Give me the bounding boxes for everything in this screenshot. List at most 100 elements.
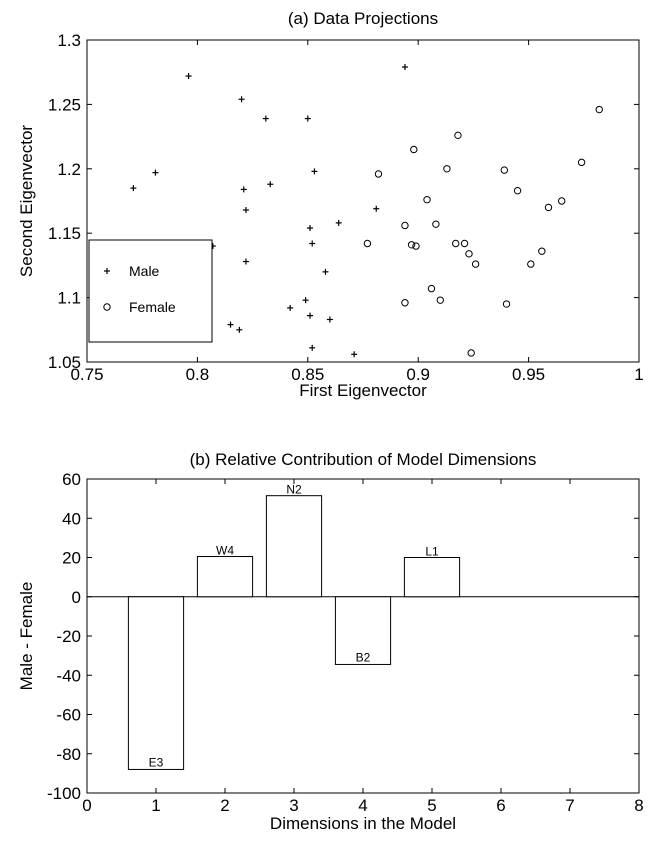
bar-x-ticks: 0 1 2 3 4 5 6 7 8 [82,479,644,815]
male-point [326,316,333,323]
male-point [307,312,314,319]
scatter-legend: Male Female [88,239,213,343]
x-tick-label: 1 [151,796,160,815]
x-tick-label: 0.95 [512,365,545,384]
male-point [267,181,274,188]
x-tick-label: 7 [565,796,574,815]
scatter-y-axis-label: Second Eigenvector [17,125,36,277]
male-point [307,225,314,232]
female-point [527,260,535,268]
male-point [130,185,137,192]
scatter-y-ticks: 1.05 1.1 1.15 1.2 1.25 1.3 [48,31,639,372]
x-tick-label: 0 [82,796,91,815]
y-tick-label: 1.3 [57,31,81,50]
male-point [351,351,358,358]
bar-l1 [403,557,461,598]
female-point [443,165,451,173]
legend-female-label: Female [129,299,176,315]
x-tick-label: 4 [358,796,367,815]
bar-label: W4 [216,544,234,558]
bar-label: N2 [286,483,302,497]
legend-box [88,239,213,343]
male-point [236,326,243,333]
x-tick-label: 1 [634,365,643,384]
female-point [544,203,553,212]
male-point [335,219,342,226]
female-point [467,349,475,357]
male-point [240,186,247,193]
y-tick-label: 40 [62,509,81,528]
y-tick-label: 1.15 [48,224,81,243]
bar-label: E3 [149,755,164,769]
male-point [287,304,294,311]
female-point [401,221,409,230]
x-tick-label: 0.9 [406,365,430,384]
y-tick-label: -100 [47,784,81,803]
female-point [374,170,383,178]
female-point [595,105,603,114]
female-point [502,300,511,308]
male-point [152,169,159,176]
female-point [410,145,418,154]
male-point [227,321,234,328]
female-point [432,220,440,228]
bar-x-axis-label: Dimensions in the Model [270,814,456,833]
male-point [304,115,311,122]
y-tick-label: 1.1 [57,289,81,308]
x-tick-label: 5 [427,796,436,815]
x-tick-label: 3 [289,796,298,815]
female-point [436,296,444,304]
y-tick-label: 60 [62,470,81,489]
bar-b2 [334,596,392,665]
bar-chart: (b) Relative Contribution of Model Dimen… [17,450,644,833]
female-point [460,239,469,248]
female-point [427,284,436,293]
y-tick-label: -20 [56,627,81,646]
bar-n2 [265,495,323,598]
bar-e3 [127,596,185,770]
male-point [373,205,380,212]
y-tick-label: 1.25 [48,95,81,114]
legend-male-marker [104,268,110,274]
female-point [465,250,473,258]
male-point [238,96,245,103]
y-tick-label: -40 [56,666,81,685]
x-tick-label: 0.75 [70,365,103,384]
female-point [423,196,431,204]
female-point [471,260,480,268]
y-tick-label: 20 [62,549,81,568]
y-tick-label: 1.05 [48,353,81,372]
x-tick-label: 0.85 [291,365,324,384]
female-point [454,131,462,140]
male-point [322,268,329,275]
male-point [242,207,249,214]
bar-y-ticks: 60 40 20 0 -20 -40 -60 -80 -100 [47,470,639,803]
scatter-x-axis-label: First Eigenvector [299,381,427,400]
bar-label: B2 [356,650,371,664]
male-point [401,64,408,71]
bars: E3 W4 N2 B2 L1 [127,483,461,770]
male-point [309,344,316,351]
x-tick-label: 8 [634,796,643,815]
female-point [500,166,509,174]
female-point [538,247,546,255]
male-point [262,115,269,122]
legend-female-marker [103,303,111,311]
bar-w4 [196,556,254,598]
scatter-x-ticks: 0.75 0.8 0.85 0.9 0.95 1 [70,40,644,384]
scatter-title: (a) Data Projections [288,9,438,28]
y-tick-label: -60 [56,706,81,725]
female-point [577,158,586,167]
x-tick-label: 2 [220,796,229,815]
female-point [412,242,420,250]
female-point [407,241,416,249]
y-tick-label: 0 [72,588,81,607]
female-point [401,299,409,307]
scatter-chart: (a) Data Projections 0.75 0.8 0.85 0.9 0.95 1… [17,9,644,400]
female-point [363,239,372,248]
male-point [311,168,318,175]
y-tick-label: -80 [56,745,81,764]
scatter-points [130,64,603,358]
male-point [309,240,316,247]
